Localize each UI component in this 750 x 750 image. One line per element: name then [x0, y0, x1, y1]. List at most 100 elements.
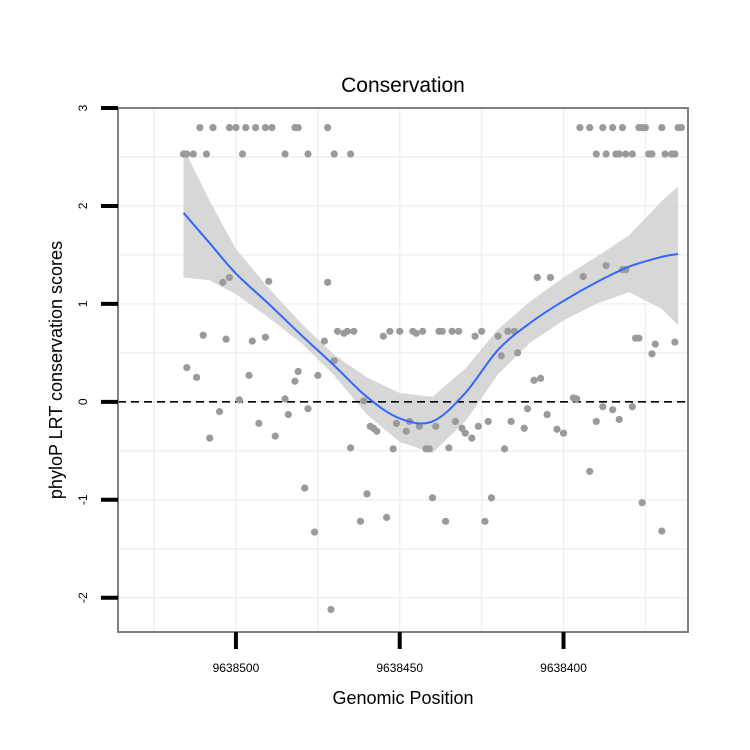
data-point: [494, 332, 502, 340]
data-point: [638, 123, 646, 132]
data-point: [193, 373, 201, 381]
data-point: [674, 123, 682, 132]
data-point: [609, 123, 617, 132]
data-point: [481, 517, 489, 525]
data-point: [301, 484, 309, 492]
data-point: [536, 374, 545, 382]
data-point: [438, 327, 446, 335]
data-point: [238, 150, 247, 158]
data-point: [232, 123, 240, 132]
data-point: [294, 367, 302, 376]
data-points: [179, 123, 686, 614]
data-point: [196, 123, 204, 132]
data-point: [255, 419, 263, 427]
data-point: [500, 445, 509, 453]
data-point: [478, 327, 486, 335]
data-point: [573, 395, 581, 403]
data-point: [530, 376, 538, 384]
data-point: [386, 327, 394, 335]
data-point: [628, 150, 636, 158]
smooth-trend-line: [182, 212, 679, 425]
data-point: [327, 605, 335, 614]
data-point: [609, 406, 617, 414]
data-point: [599, 123, 607, 132]
data-point: [602, 262, 610, 270]
data-point: [441, 517, 450, 525]
data-point: [379, 332, 387, 340]
data-point: [445, 444, 453, 452]
data-point: [612, 150, 620, 158]
panel-border: [117, 107, 689, 633]
y-tick-label: -2: [76, 592, 90, 603]
data-point: [645, 150, 653, 158]
data-point: [281, 150, 289, 158]
data-point: [271, 432, 279, 440]
data-point: [448, 327, 456, 335]
data-point: [658, 123, 666, 132]
data-point: [199, 331, 207, 339]
data-point: [602, 150, 610, 158]
data-point: [396, 327, 404, 335]
data-point: [592, 417, 600, 426]
data-point: [651, 340, 659, 348]
data-point: [383, 513, 391, 522]
data-point: [504, 327, 512, 335]
data-point: [363, 490, 371, 498]
data-point: [425, 445, 433, 453]
data-point: [419, 327, 427, 335]
data-point: [183, 363, 191, 372]
x-axis-label: Genomic Position: [332, 688, 473, 708]
data-point: [373, 427, 381, 435]
y-tick-label: 3: [76, 104, 90, 111]
data-point: [304, 150, 312, 158]
data-point: [648, 350, 656, 358]
data-point: [658, 527, 666, 535]
y-axis-label: phyloP LRT conservation scores: [46, 241, 66, 499]
plot-panel: [117, 107, 689, 633]
y-axis: -2 -1 0 1 2 3: [76, 104, 118, 603]
data-point: [251, 123, 260, 132]
data-point: [261, 333, 270, 341]
data-point: [389, 445, 397, 453]
data-point: [346, 444, 355, 452]
data-point: [261, 123, 270, 132]
data-point: [628, 403, 636, 411]
data-point: [281, 395, 289, 403]
data-point: [543, 410, 551, 419]
data-point: [559, 429, 568, 437]
data-point: [392, 419, 401, 427]
data-point: [546, 273, 555, 282]
data-point: [514, 349, 522, 357]
data-point: [553, 425, 561, 433]
data-point: [497, 352, 505, 360]
data-point: [219, 278, 227, 286]
data-point: [415, 422, 423, 430]
data-point: [245, 371, 253, 379]
y-tick-label: 1: [76, 300, 90, 307]
data-point: [487, 494, 496, 502]
data-point: [507, 417, 515, 426]
data-point: [356, 517, 365, 525]
data-point: [576, 123, 584, 132]
data-point: [209, 123, 217, 132]
data-point: [671, 338, 679, 346]
data-point: [461, 429, 469, 437]
data-point: [451, 417, 460, 426]
data-point: [671, 150, 679, 158]
data-point: [622, 150, 630, 158]
data-point: [242, 123, 250, 132]
data-point: [592, 150, 600, 158]
data-point: [350, 327, 358, 335]
data-point: [586, 467, 594, 475]
data-point: [520, 424, 528, 432]
data-point: [294, 123, 302, 132]
data-point: [474, 422, 482, 430]
data-point: [333, 327, 342, 335]
data-point: [455, 327, 463, 335]
x-axis: 9638500 9638450 9638400: [213, 632, 587, 675]
data-point: [189, 150, 197, 158]
data-point: [586, 123, 594, 132]
data-point: [330, 357, 338, 365]
data-point: [324, 123, 332, 132]
